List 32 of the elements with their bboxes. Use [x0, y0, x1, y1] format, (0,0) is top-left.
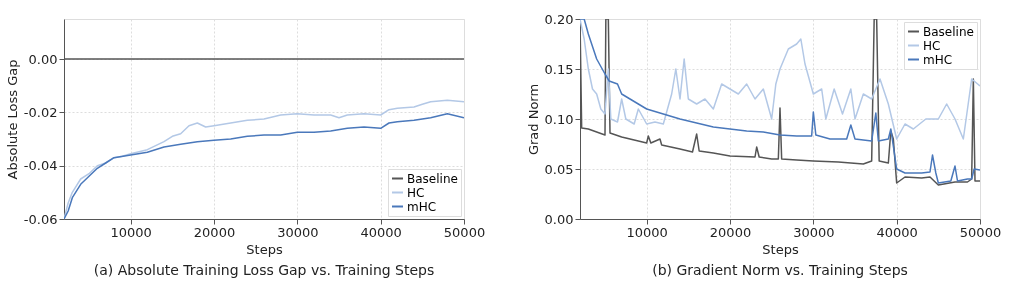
- line-series: [580, 19, 980, 140]
- legend-label: mHC: [923, 52, 953, 67]
- x-tick-label: 50000: [443, 224, 486, 240]
- y-tick-label: 0.10: [544, 111, 574, 127]
- x-tick-label: 10000: [110, 224, 152, 240]
- y-tick-label: -0.06: [23, 211, 58, 227]
- legend-label: HC: [407, 185, 425, 200]
- x-tick-label: 30000: [277, 224, 319, 240]
- x-axis-title: Steps: [762, 241, 799, 257]
- x-tick-label: 30000: [793, 224, 835, 240]
- y-tick-label: 0.15: [544, 61, 574, 77]
- x-tick-label: 40000: [876, 224, 918, 240]
- legend-label: HC: [923, 38, 941, 53]
- text: (a) Absolute Training Loss Gap vs. Training Steps: [93, 262, 435, 278]
- legend-label: Baseline: [407, 171, 458, 186]
- legend-label: Baseline: [923, 24, 974, 39]
- y-axis-title: Absolute Loss Gap: [4, 59, 20, 180]
- y-axis-title: Grad Norm: [525, 83, 541, 156]
- y-tick-label: 0.00: [544, 211, 574, 227]
- y-tick-label: 0.05: [544, 161, 574, 177]
- legend-label: mHC: [407, 199, 437, 214]
- x-tick-label: 10000: [626, 224, 668, 240]
- x-tick-label: 40000: [360, 224, 402, 240]
- x-tick-label: 20000: [193, 224, 236, 240]
- y-tick-label: -0.04: [23, 158, 58, 174]
- x-axis-title: Steps: [246, 241, 283, 257]
- x-tick-label: 50000: [959, 224, 1002, 240]
- y-tick-label: -0.02: [23, 104, 58, 120]
- y-tick-label: 0.20: [544, 11, 574, 27]
- y-tick-label: 0.00: [28, 51, 58, 67]
- x-tick-label: 20000: [709, 224, 752, 240]
- text: (b) Gradient Norm vs. Training Steps: [652, 262, 908, 278]
